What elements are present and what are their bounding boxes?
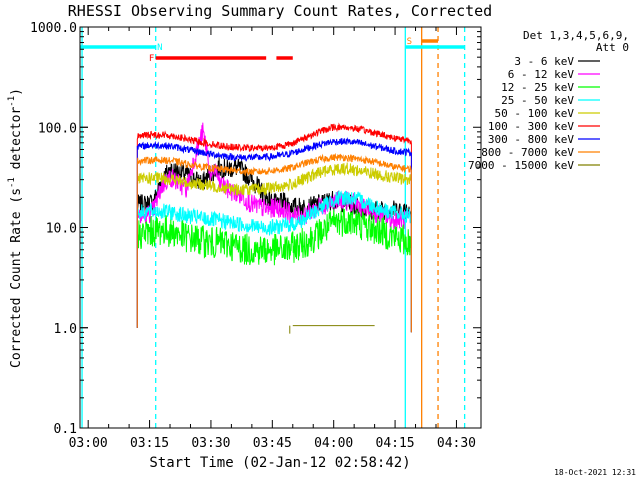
- legend-label: 50 - 100 keV: [495, 107, 575, 120]
- legend-label: 100 - 300 keV: [488, 120, 574, 133]
- flag-label: F: [149, 54, 154, 64]
- x-tick-label: 03:45: [253, 436, 292, 451]
- y-axis: 0.1 1.0 10.0 100.0 1000.0: [30, 21, 481, 437]
- legend-header-line1: Det 1,3,4,5,6,9,: [523, 29, 629, 42]
- y-tick-label: 1.0: [54, 322, 77, 337]
- flag-label: N: [157, 43, 162, 53]
- plot-timestamp: 18-Oct-2021 12:31: [554, 468, 636, 477]
- legend-label: 7000 - 15000 keV: [468, 159, 574, 172]
- legend-label: 300 - 800 keV: [488, 133, 574, 146]
- x-tick-label: 04:30: [437, 436, 476, 451]
- x-tick-label: 04:15: [376, 436, 415, 451]
- series-line: [136, 122, 412, 333]
- legend-label: 800 - 7000 keV: [481, 146, 574, 159]
- y-axis-label: Corrected Count Rate (s-1 detector-1): [7, 88, 24, 368]
- legend-header-line2: Att 0: [596, 41, 629, 54]
- chart-title: RHESSI Observing Summary Count Rates, Co…: [68, 2, 492, 20]
- x-tick-label: 04:00: [314, 436, 353, 451]
- y-tick-label: 0.1: [54, 422, 77, 437]
- flag-label: S: [407, 37, 412, 47]
- y-tick-label: 1000.0: [30, 21, 77, 36]
- series-line: [136, 162, 412, 333]
- x-tick-label: 03:15: [130, 436, 169, 451]
- y-tick-label: 10.0: [46, 222, 77, 237]
- series-line: [136, 207, 412, 333]
- series-line: [136, 152, 412, 333]
- x-axis-label: Start Time (02-Jan-12 02:58:42): [149, 455, 410, 471]
- x-axis: 03:00 03:15 03:30 03:45 04:00 04:15 04:30: [69, 27, 476, 451]
- legend-label: 25 - 50 keV: [501, 94, 574, 107]
- series-line: [136, 137, 412, 333]
- legend-label: 12 - 25 keV: [501, 81, 574, 94]
- series-line: [136, 190, 412, 333]
- legend-label: 3 - 6 keV: [514, 55, 574, 68]
- x-tick-label: 03:00: [69, 436, 108, 451]
- x-tick-label: 03:30: [191, 436, 230, 451]
- y-tick-label: 100.0: [38, 121, 77, 136]
- legend-label: 6 - 12 keV: [508, 68, 575, 81]
